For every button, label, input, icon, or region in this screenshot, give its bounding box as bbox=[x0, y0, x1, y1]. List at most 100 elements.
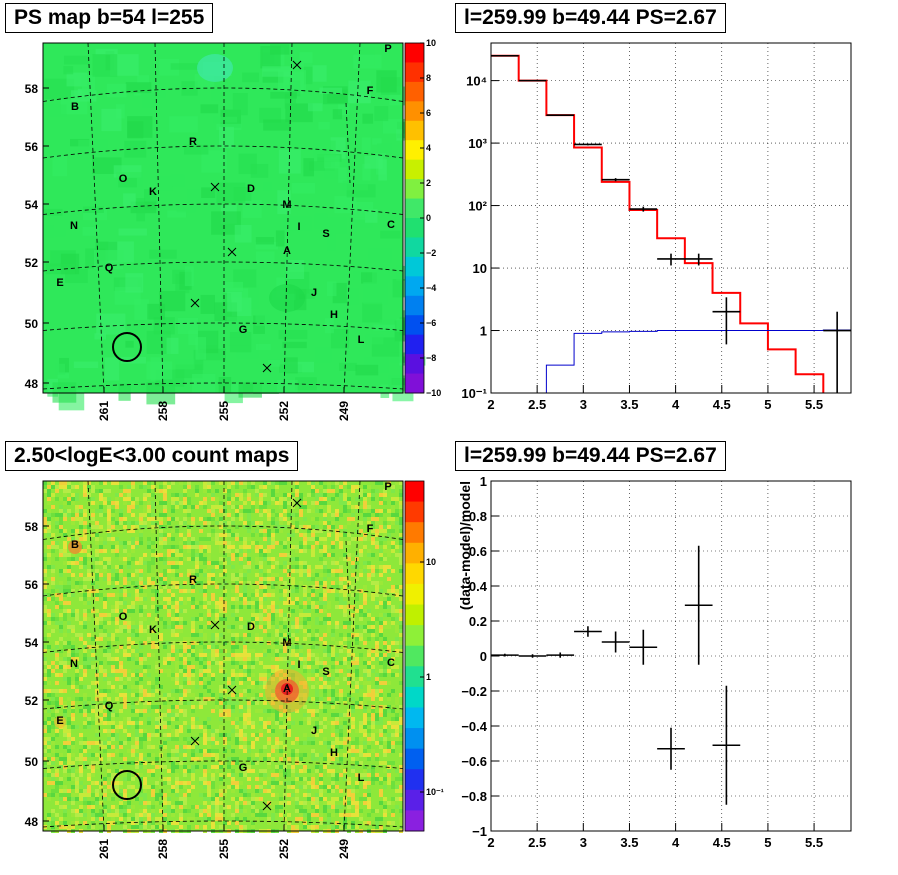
residual-panel: 2 2.5 3 3.5 4 4.5 5 5.5 −1 −0.8 −0.6 −0.4 −0.2 0 0.2 0.… bbox=[457, 474, 852, 850]
count-map-texture bbox=[43, 481, 403, 833]
colorbar-tick-label: 10 bbox=[426, 38, 436, 48]
x-tick-label: 3.5 bbox=[620, 397, 638, 412]
x-tick-label: 2.5 bbox=[528, 397, 546, 412]
count-map-tick-labels: 261 258 255 252 249 48 50 52 54 56 58 bbox=[25, 520, 351, 859]
y-tick-label: 10² bbox=[468, 199, 487, 214]
y-tick-label: 0.6 bbox=[469, 544, 487, 559]
source-label-O: O bbox=[119, 173, 128, 185]
spectrum-grid bbox=[490, 43, 851, 394]
ps-map-source-labels: P B F R O K D MI C N S A Q E J H G L bbox=[56, 43, 395, 346]
y-tick-label: 56 bbox=[25, 578, 39, 592]
y-tick-label: 0.4 bbox=[469, 579, 488, 594]
marker-0 bbox=[292, 60, 302, 70]
count-map-title: 2.50<logE<3.00 count maps bbox=[5, 441, 299, 471]
source-label-M: M bbox=[282, 199, 291, 211]
residual-point bbox=[657, 727, 685, 770]
residual-point bbox=[491, 653, 519, 657]
colorbar-tick-label: −8 bbox=[426, 353, 436, 363]
x-tick-label: 5 bbox=[764, 397, 771, 412]
source-label-R: R bbox=[189, 136, 197, 148]
source-label-I: I bbox=[297, 221, 300, 233]
data-point bbox=[546, 114, 575, 116]
y-tick-label: 48 bbox=[25, 815, 39, 829]
colorbar-tick-label: 0 bbox=[426, 213, 431, 223]
x-tick-label: 5.5 bbox=[805, 397, 823, 412]
colorbar-tick-label: 10⁻¹ bbox=[426, 787, 444, 797]
source-label-F: F bbox=[367, 523, 374, 535]
source-label-I: I bbox=[297, 659, 300, 671]
marker-3 bbox=[190, 736, 200, 746]
y-tick-label: 0.2 bbox=[469, 614, 487, 629]
colorbar-tick-label: 6 bbox=[426, 108, 431, 118]
x-tick-label: 255 bbox=[217, 839, 231, 859]
x-tick-label: 258 bbox=[156, 839, 170, 859]
marker-4 bbox=[262, 363, 272, 373]
marker-2 bbox=[227, 685, 237, 695]
y-tick-label: −0.6 bbox=[461, 754, 487, 769]
data-point bbox=[491, 54, 519, 57]
residual-point bbox=[518, 654, 547, 658]
source-label-R: R bbox=[189, 574, 197, 586]
source-label-E: E bbox=[56, 715, 63, 727]
y-tick-label: 52 bbox=[25, 256, 39, 270]
x-tick-label: 5.5 bbox=[805, 835, 823, 850]
source-label-P: P bbox=[384, 481, 391, 493]
y-tick-label: 10⁴ bbox=[466, 74, 487, 89]
source-label-S: S bbox=[322, 228, 329, 240]
y-tick-label: −0.2 bbox=[461, 684, 487, 699]
colorbar-tick-label: −4 bbox=[426, 283, 436, 293]
source-label-H: H bbox=[330, 747, 338, 759]
source-label-L: L bbox=[358, 772, 365, 784]
x-tick-label: 252 bbox=[277, 401, 291, 421]
data-point bbox=[657, 253, 685, 266]
colorbar-tick-label: −6 bbox=[426, 318, 436, 328]
residual-point bbox=[629, 629, 658, 665]
spectrum-title: l=259.99 b=49.44 PS=2.67 bbox=[455, 3, 726, 33]
source-label-E: E bbox=[56, 277, 63, 289]
ps-map-source-circle bbox=[112, 332, 142, 362]
colorbar-tick-label: 1 bbox=[426, 672, 431, 682]
y-tick-label: 58 bbox=[25, 520, 39, 534]
colorbar-tick-label: −2 bbox=[426, 248, 436, 258]
source-label-N: N bbox=[70, 220, 78, 232]
x-tick-label: 255 bbox=[217, 401, 231, 421]
count-map-colorbar: 10 1 10⁻¹ bbox=[404, 480, 444, 832]
y-tick-label: −0.8 bbox=[461, 789, 487, 804]
x-tick-label: 252 bbox=[277, 839, 291, 859]
ps-map-colorbar: 10 8 6 4 2 0 −2 −4 −6 −8 −10 bbox=[404, 38, 441, 398]
y-tick-label: 0.8 bbox=[469, 509, 487, 524]
marker-2 bbox=[227, 247, 237, 257]
y-tick-label: −0.4 bbox=[461, 719, 487, 734]
count-map-graticule bbox=[42, 480, 404, 832]
source-label-N: N bbox=[70, 658, 78, 670]
colorbar-tick-label: 8 bbox=[426, 73, 431, 83]
marker-4 bbox=[262, 801, 272, 811]
data-point bbox=[601, 178, 630, 182]
y-tick-label: 1 bbox=[480, 474, 487, 489]
residual-point bbox=[684, 545, 713, 665]
ps-map-frame bbox=[42, 42, 404, 394]
y-tick-label: 10³ bbox=[468, 136, 487, 151]
y-tick-label: 10 bbox=[473, 261, 487, 276]
y-tick-label: 10⁻¹ bbox=[461, 386, 487, 401]
source-label-D: D bbox=[247, 183, 255, 195]
spectrum-frame bbox=[490, 42, 852, 394]
source-label-S: S bbox=[322, 666, 329, 678]
count-map-source-labels: P B F R O K D MI C N S A Q E J H G L bbox=[56, 481, 395, 784]
data-point bbox=[574, 143, 602, 146]
y-tick-label: −1 bbox=[472, 824, 487, 839]
residual-title: l=259.99 b=49.44 PS=2.67 bbox=[455, 441, 726, 471]
source-label-J: J bbox=[311, 725, 317, 737]
x-tick-label: 249 bbox=[337, 401, 351, 421]
residual-point bbox=[574, 626, 602, 637]
count-map-frame bbox=[42, 480, 404, 832]
residual-point bbox=[546, 652, 575, 658]
colorbar-tick-label: 10 bbox=[426, 557, 436, 567]
source-label-H: H bbox=[330, 309, 338, 321]
colorbar-tick-label: −10 bbox=[426, 388, 441, 398]
marker-3 bbox=[190, 298, 200, 308]
source-label-L: L bbox=[358, 334, 365, 346]
spectrum-plot bbox=[491, 54, 851, 393]
x-tick-label: 3.5 bbox=[620, 835, 638, 850]
